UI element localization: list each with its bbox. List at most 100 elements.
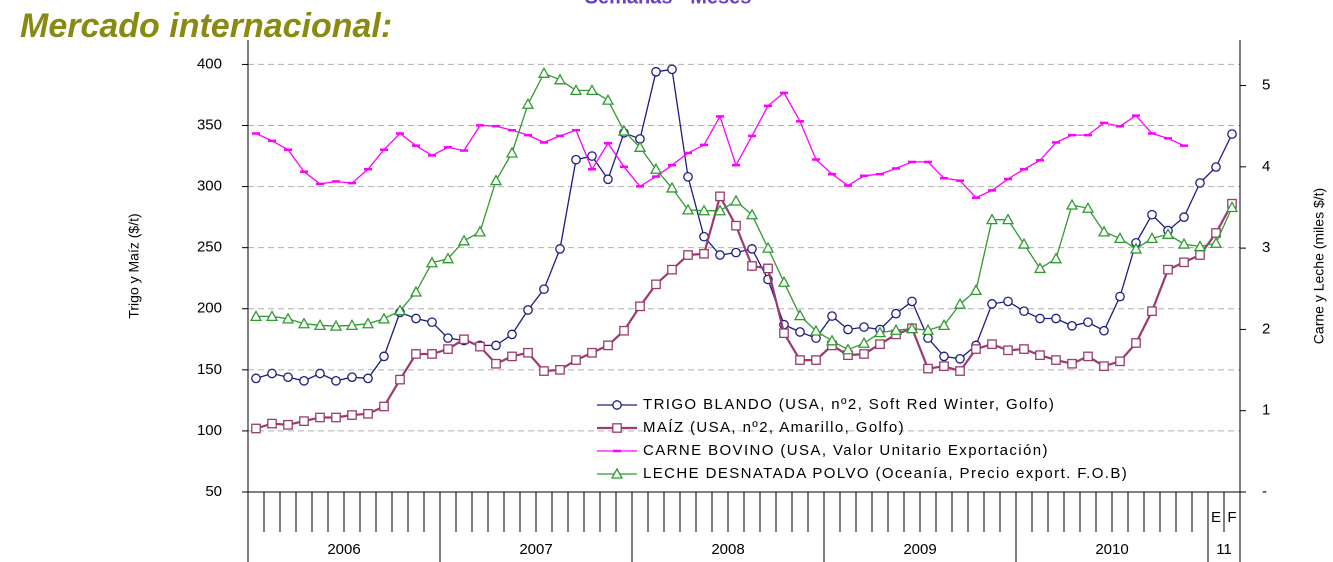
point xyxy=(363,373,373,384)
point xyxy=(523,347,533,358)
point xyxy=(1147,306,1157,317)
y-tick-label: 350 xyxy=(197,116,222,133)
point xyxy=(523,305,533,315)
point xyxy=(811,355,821,365)
point xyxy=(843,324,853,335)
point xyxy=(667,64,677,75)
point xyxy=(473,225,487,237)
year-label: 2009 xyxy=(903,541,936,558)
y-tick-label: 300 xyxy=(197,178,222,195)
point xyxy=(873,326,887,338)
x-tick-label: F xyxy=(1227,509,1236,526)
point xyxy=(921,323,935,335)
y-tick-label: 250 xyxy=(197,239,222,256)
point xyxy=(971,344,981,354)
point xyxy=(610,467,624,479)
point xyxy=(809,324,823,336)
point xyxy=(603,340,613,351)
chart-subtitle: Semanas - Meses xyxy=(585,0,752,8)
series-line xyxy=(256,72,1233,351)
point xyxy=(777,275,791,287)
point xyxy=(793,309,807,321)
point xyxy=(1209,236,1223,248)
point xyxy=(1145,232,1159,244)
point xyxy=(539,366,549,376)
y2-tick-label: - xyxy=(1262,483,1267,500)
point xyxy=(763,263,773,274)
point xyxy=(795,327,805,337)
point xyxy=(329,319,343,331)
point xyxy=(1099,325,1109,336)
point xyxy=(1177,237,1191,249)
year-label: 2010 xyxy=(1095,541,1128,558)
point xyxy=(283,419,293,430)
point xyxy=(1001,213,1015,225)
point xyxy=(267,368,277,379)
point xyxy=(491,358,501,369)
point xyxy=(395,374,405,385)
point xyxy=(969,284,983,296)
y-tick-label: 100 xyxy=(197,422,222,439)
point xyxy=(987,339,997,350)
point xyxy=(683,171,693,182)
point xyxy=(331,375,341,386)
point xyxy=(1019,344,1029,354)
point xyxy=(1163,264,1173,275)
point xyxy=(747,244,757,254)
point xyxy=(617,124,631,136)
point xyxy=(1083,351,1093,362)
point xyxy=(459,334,469,345)
point xyxy=(651,66,661,77)
point xyxy=(939,351,949,362)
point xyxy=(1115,291,1125,302)
point xyxy=(1049,252,1063,264)
point xyxy=(267,418,277,429)
point xyxy=(731,247,741,258)
point xyxy=(923,333,933,343)
point xyxy=(715,250,725,260)
point xyxy=(379,401,389,412)
point xyxy=(251,423,261,434)
point xyxy=(1033,262,1047,274)
point xyxy=(1225,201,1239,213)
point xyxy=(1003,296,1013,307)
point xyxy=(537,66,551,78)
point xyxy=(633,140,647,152)
point xyxy=(889,323,903,335)
point xyxy=(1227,129,1237,139)
point xyxy=(507,329,517,340)
point xyxy=(475,341,485,352)
point xyxy=(315,412,325,423)
point xyxy=(841,343,855,355)
point xyxy=(457,234,471,246)
point xyxy=(569,84,583,96)
y-tick-label: 150 xyxy=(197,361,222,378)
point xyxy=(347,410,357,420)
point xyxy=(1051,355,1061,365)
point xyxy=(1035,313,1045,324)
point xyxy=(283,372,293,383)
point xyxy=(427,349,437,359)
point xyxy=(761,241,775,253)
point xyxy=(612,400,622,410)
point xyxy=(601,93,615,105)
point xyxy=(683,250,693,260)
point xyxy=(539,284,549,295)
year-label: 11 xyxy=(1216,541,1232,558)
y2-tick-label: 2 xyxy=(1262,320,1270,337)
point xyxy=(649,162,663,174)
x-tick-label: E xyxy=(1211,509,1221,526)
point xyxy=(923,363,933,374)
point xyxy=(1113,232,1127,244)
point xyxy=(729,194,743,206)
legend-label: LECHE DESNATADA POLVO (Oceanía, Precio e… xyxy=(643,465,1128,482)
point xyxy=(859,349,869,359)
point xyxy=(857,336,871,348)
point xyxy=(491,340,501,351)
point xyxy=(331,412,341,423)
point xyxy=(875,339,885,350)
y2-tick-label: 3 xyxy=(1262,239,1270,256)
point xyxy=(955,353,965,364)
year-label: 2007 xyxy=(519,541,552,558)
